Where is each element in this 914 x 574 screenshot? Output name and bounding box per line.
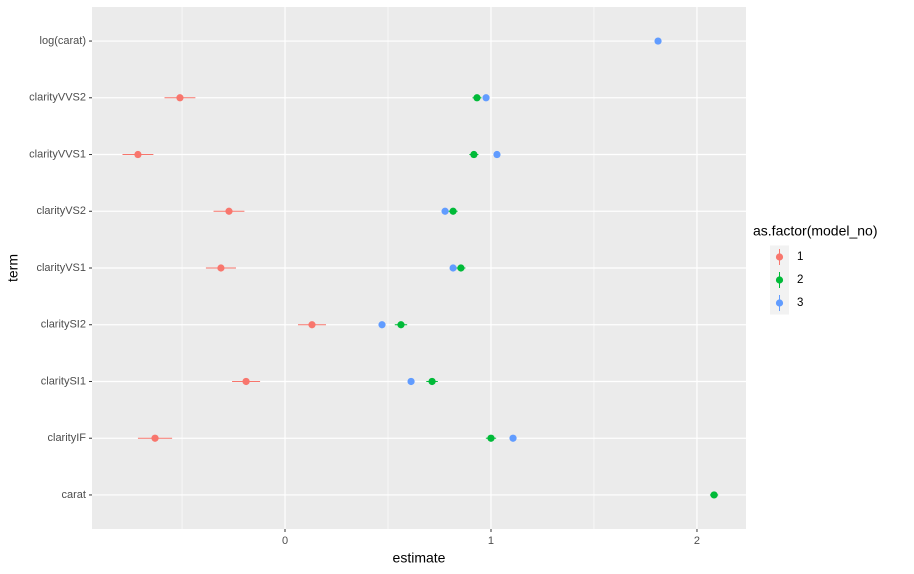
point bbox=[487, 434, 495, 442]
point bbox=[710, 491, 718, 499]
grid bbox=[92, 7, 746, 529]
marks bbox=[122, 37, 719, 499]
point bbox=[509, 434, 517, 442]
legend-key-point bbox=[775, 253, 784, 261]
point bbox=[449, 264, 457, 272]
point bbox=[397, 321, 405, 329]
point bbox=[225, 207, 233, 215]
point bbox=[176, 94, 184, 102]
y-tick-label: clarityVVS1 bbox=[29, 148, 86, 160]
point bbox=[654, 37, 662, 45]
legend-title: as.factor(model_no) bbox=[753, 223, 878, 239]
y-tick-label: claritySI2 bbox=[41, 319, 86, 331]
legend-label: 2 bbox=[797, 274, 803, 286]
y-tick-label: carat bbox=[62, 489, 86, 501]
x-tick-label: 0 bbox=[282, 535, 288, 547]
x-tick-label: 1 bbox=[488, 535, 494, 547]
y-tick-label: log(carat) bbox=[40, 35, 86, 47]
y-tick-label: claritySI1 bbox=[41, 375, 86, 387]
legend-label: 3 bbox=[797, 297, 803, 309]
point bbox=[134, 150, 142, 159]
point bbox=[242, 377, 250, 386]
legend-key-point bbox=[775, 276, 784, 284]
point bbox=[308, 321, 316, 329]
x-axis-title: estimate bbox=[393, 550, 446, 566]
point bbox=[441, 207, 449, 215]
y-axis-title: term bbox=[5, 254, 21, 282]
legend-label: 1 bbox=[797, 251, 803, 263]
point bbox=[493, 150, 501, 159]
point bbox=[470, 150, 478, 159]
point bbox=[482, 94, 490, 102]
y-tick-label: clarityVS2 bbox=[36, 205, 86, 217]
y-tick-label: clarityVS1 bbox=[36, 262, 86, 274]
point bbox=[449, 207, 457, 215]
legend-key-point bbox=[775, 299, 784, 307]
point bbox=[473, 94, 481, 102]
point bbox=[428, 377, 436, 386]
point bbox=[217, 264, 225, 272]
x-tick-label: 2 bbox=[694, 535, 700, 547]
y-tick-label: clarityVVS2 bbox=[29, 92, 86, 104]
point bbox=[407, 377, 415, 386]
point bbox=[378, 321, 386, 329]
y-tick-label: clarityIF bbox=[48, 432, 87, 444]
point bbox=[151, 434, 159, 442]
point bbox=[457, 264, 465, 272]
